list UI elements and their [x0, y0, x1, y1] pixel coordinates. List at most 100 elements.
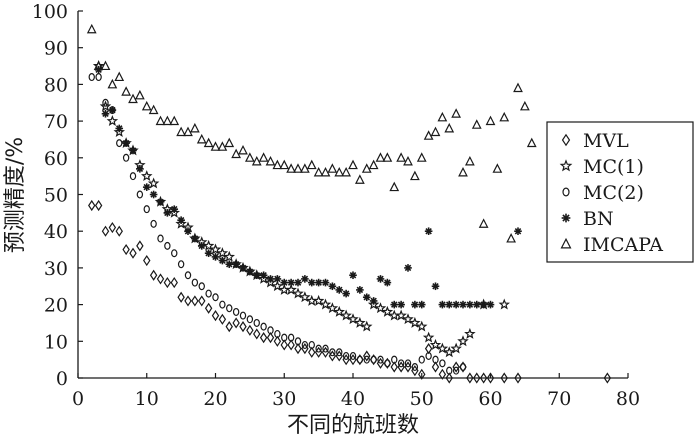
- point-imcapa: [224, 137, 235, 148]
- point-mc-1: [354, 316, 366, 328]
- point-mc-1: [347, 313, 359, 325]
- point-imcapa: [293, 163, 303, 173]
- point-bn: [417, 300, 426, 309]
- x-tick-label: 50: [410, 388, 434, 410]
- point-bn-stroke: [308, 279, 316, 286]
- point-bn-stroke: [404, 264, 412, 272]
- point-mc-2: [308, 340, 315, 349]
- point-mvl: [273, 335, 282, 347]
- x-tick-label: 30: [272, 388, 296, 410]
- point-mc-1: [367, 298, 380, 310]
- point-bn-stroke: [143, 183, 151, 191]
- point-mc-1: [202, 239, 215, 251]
- point-imcapa: [361, 163, 372, 173]
- point-mc-2: [122, 153, 130, 162]
- point-mc-2: [205, 289, 212, 298]
- point-mvl: [225, 321, 233, 333]
- point-imcapa: [279, 159, 290, 170]
- point-bn: [452, 300, 460, 309]
- point-imcapa: [183, 126, 193, 137]
- point-mvl: [431, 361, 440, 373]
- legend-marker-mc-2: [562, 187, 570, 197]
- point-mc-2: [88, 73, 95, 82]
- point-mc-2: [315, 344, 322, 353]
- point-mc-1: [299, 291, 311, 303]
- point-bn: [287, 278, 295, 287]
- point-imcapa: [238, 144, 248, 155]
- point-mvl: [108, 221, 117, 234]
- point-bn-stroke: [411, 301, 419, 308]
- point-mvl: [514, 372, 522, 384]
- point-bn-stroke: [301, 275, 309, 283]
- point-bn-stroke: [294, 279, 302, 286]
- legend-label-mc-1: MC(1): [583, 156, 644, 178]
- point-imcapa: [499, 111, 510, 122]
- point-mc-2: [349, 351, 357, 360]
- point-imcapa: [382, 152, 393, 162]
- point-mvl: [500, 372, 508, 384]
- point-imcapa: [272, 159, 283, 170]
- point-bn: [273, 275, 282, 283]
- point-bn: [390, 300, 399, 309]
- point-imcapa: [107, 78, 118, 89]
- point-bn-stroke: [225, 260, 233, 268]
- point-mc-2: [260, 322, 267, 331]
- point-bn-stroke: [425, 227, 432, 235]
- point-mvl: [232, 317, 240, 329]
- point-imcapa: [299, 163, 310, 173]
- legend-marker-imcapa: [560, 237, 572, 249]
- point-mc-2: [356, 355, 364, 364]
- point-mc-1: [175, 217, 187, 229]
- point-bn-stroke: [322, 279, 329, 286]
- point-bn: [280, 278, 289, 287]
- point-mc-2: [129, 172, 137, 181]
- point-mc-2: [370, 355, 377, 364]
- point-bn-stroke: [377, 275, 384, 283]
- point-bn-stroke: [170, 205, 178, 213]
- point-bn-stroke: [439, 301, 446, 308]
- point-imcapa: [258, 152, 269, 162]
- point-mc-1: [113, 126, 125, 138]
- axes: [77, 11, 628, 379]
- point-bn-stroke: [102, 110, 109, 118]
- point-bn-stroke: [418, 301, 426, 308]
- point-imcapa: [86, 23, 97, 34]
- y-tick-label: 0: [56, 368, 68, 390]
- point-mvl: [163, 276, 172, 289]
- point-imcapa: [162, 115, 173, 126]
- point-bn-stroke: [129, 147, 137, 154]
- point-mc-2: [184, 271, 192, 280]
- point-mc-1: [209, 243, 222, 255]
- point-mvl: [308, 346, 316, 358]
- y-tick-label: 40: [44, 221, 68, 243]
- point-mc-2: [267, 326, 274, 335]
- point-mc-2: [198, 282, 205, 291]
- point-mc-1: [326, 302, 339, 314]
- point-mc-1: [141, 170, 153, 182]
- point-mc-2: [239, 311, 247, 320]
- point-mc-2: [397, 359, 405, 368]
- point-imcapa: [244, 152, 255, 162]
- point-bn-stroke: [445, 301, 453, 308]
- point-mc-1: [443, 346, 455, 358]
- y-tick-label: 80: [44, 74, 68, 96]
- point-mc-1: [264, 276, 277, 288]
- point-mc-2: [459, 362, 467, 371]
- point-bn-stroke: [487, 301, 494, 308]
- point-bn-stroke: [329, 282, 336, 290]
- point-bn-stroke: [219, 257, 226, 264]
- point-imcapa: [189, 122, 200, 133]
- y-tick-label: 10: [44, 331, 68, 353]
- point-bn: [101, 109, 110, 118]
- point-mc-1: [333, 305, 345, 317]
- point-imcapa: [231, 148, 242, 159]
- point-bn: [383, 278, 392, 287]
- point-bn-stroke: [184, 227, 192, 235]
- point-mc-2: [212, 293, 219, 302]
- point-bn: [239, 264, 247, 272]
- point-mc-1: [106, 115, 119, 126]
- point-bn-stroke: [370, 297, 377, 305]
- point-mvl: [294, 343, 302, 355]
- point-mc-1: [374, 302, 387, 314]
- x-axis-title: 不同的航班数: [287, 413, 419, 438]
